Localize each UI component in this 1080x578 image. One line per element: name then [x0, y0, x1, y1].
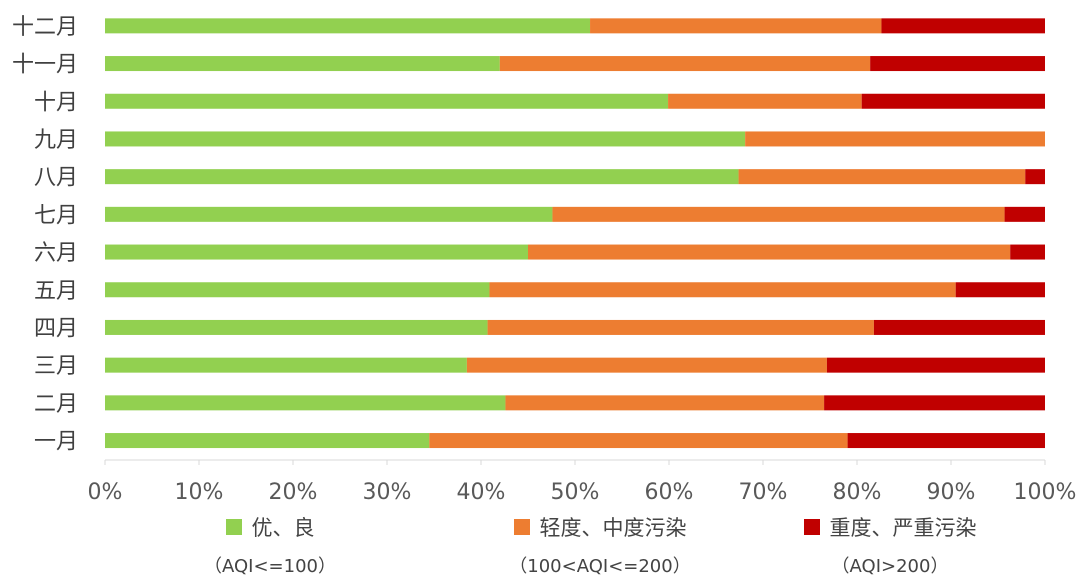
- legend-item-moderate: 轻度、中度污染 （100<AQI<=200）: [480, 512, 720, 578]
- category-label: 六月: [34, 241, 78, 266]
- legend-item-severe: 重度、严重污染 （AQI>200）: [780, 512, 1000, 578]
- bar-segment-severe: [826, 357, 1045, 373]
- bar-segment-moderate: [489, 282, 956, 298]
- legend-label-good: 优、良: [251, 516, 315, 540]
- bar-segment-severe: [1010, 244, 1045, 260]
- legend-label-severe: 重度、严重污染: [829, 516, 977, 540]
- bar-segment-moderate: [505, 395, 825, 411]
- bar-segment-severe: [881, 18, 1045, 34]
- bar-segment-good: [105, 93, 669, 109]
- bar-segment-severe: [870, 56, 1045, 72]
- legend-sub-good: （AQI<=100）: [204, 556, 336, 577]
- x-tick-label: 80%: [833, 480, 882, 505]
- category-label: 十二月: [12, 15, 78, 40]
- x-tick-label: 90%: [927, 480, 976, 505]
- bar-segment-good: [105, 282, 490, 298]
- legend-item-good: 优、良 （AQI<=100）: [170, 512, 370, 578]
- bar-segment-good: [105, 169, 739, 185]
- bar-segment-severe: [1004, 206, 1045, 222]
- bar-segment-moderate: [590, 18, 882, 34]
- legend-swatch-severe: [803, 519, 820, 535]
- bar-segment-good: [105, 18, 591, 34]
- category-label: 十一月: [12, 53, 78, 78]
- bar-segment-good: [105, 433, 430, 449]
- bar-segment-moderate: [466, 357, 827, 373]
- category-label: 五月: [34, 279, 78, 304]
- bar-segment-moderate: [499, 56, 871, 72]
- legend-swatch-good: [225, 519, 242, 535]
- category-label: 七月: [34, 203, 78, 228]
- x-tick-label: 20%: [269, 480, 318, 505]
- bar-segment-moderate: [738, 169, 1026, 185]
- bar-segment-good: [105, 131, 746, 147]
- category-label: 二月: [34, 392, 78, 417]
- category-label: 四月: [34, 316, 78, 341]
- legend-sub-severe: （AQI>200）: [831, 556, 949, 577]
- bar-segment-severe: [955, 282, 1045, 298]
- bar-segment-severe: [847, 433, 1045, 449]
- x-tick-label: 50%: [551, 480, 600, 505]
- bar-segment-severe: [1025, 169, 1045, 185]
- category-label: 三月: [34, 354, 78, 379]
- x-tick-label: 100%: [1014, 480, 1077, 505]
- legend-sub-moderate: （100<AQI<=200）: [509, 556, 691, 577]
- bar-segment-moderate: [745, 131, 1045, 147]
- legend-swatch-moderate: [513, 519, 530, 535]
- bar-segment-moderate: [668, 93, 862, 109]
- legend-label-moderate: 轻度、中度污染: [539, 516, 687, 540]
- x-tick-label: 70%: [739, 480, 788, 505]
- bar-segment-good: [105, 56, 500, 72]
- x-tick-label: 60%: [645, 480, 694, 505]
- category-label: 九月: [34, 128, 78, 153]
- x-tick-label: 10%: [175, 480, 224, 505]
- bar-segment-good: [105, 206, 553, 222]
- x-tick-label: 0%: [88, 480, 123, 505]
- x-tick-label: 40%: [457, 480, 506, 505]
- bar-segment-severe: [873, 319, 1045, 335]
- category-label: 十月: [34, 90, 78, 115]
- bar-segment-good: [105, 319, 488, 335]
- bar-segment-moderate: [552, 206, 1005, 222]
- bar-segment-good: [105, 244, 528, 260]
- bar-segment-severe: [861, 93, 1045, 109]
- bar-segment-moderate: [487, 319, 874, 335]
- bar-segment-moderate: [528, 244, 1011, 260]
- bar-segment-good: [105, 395, 506, 411]
- bar-segment-severe: [824, 395, 1045, 411]
- category-label: 一月: [34, 430, 78, 455]
- category-label: 八月: [34, 166, 78, 191]
- legend: 优、良 （AQI<=100） 轻度、中度污染 （100<AQI<=200） 重度…: [0, 512, 1080, 577]
- bar-segment-moderate: [429, 433, 848, 449]
- bar-segment-good: [105, 357, 467, 373]
- x-tick-label: 30%: [363, 480, 412, 505]
